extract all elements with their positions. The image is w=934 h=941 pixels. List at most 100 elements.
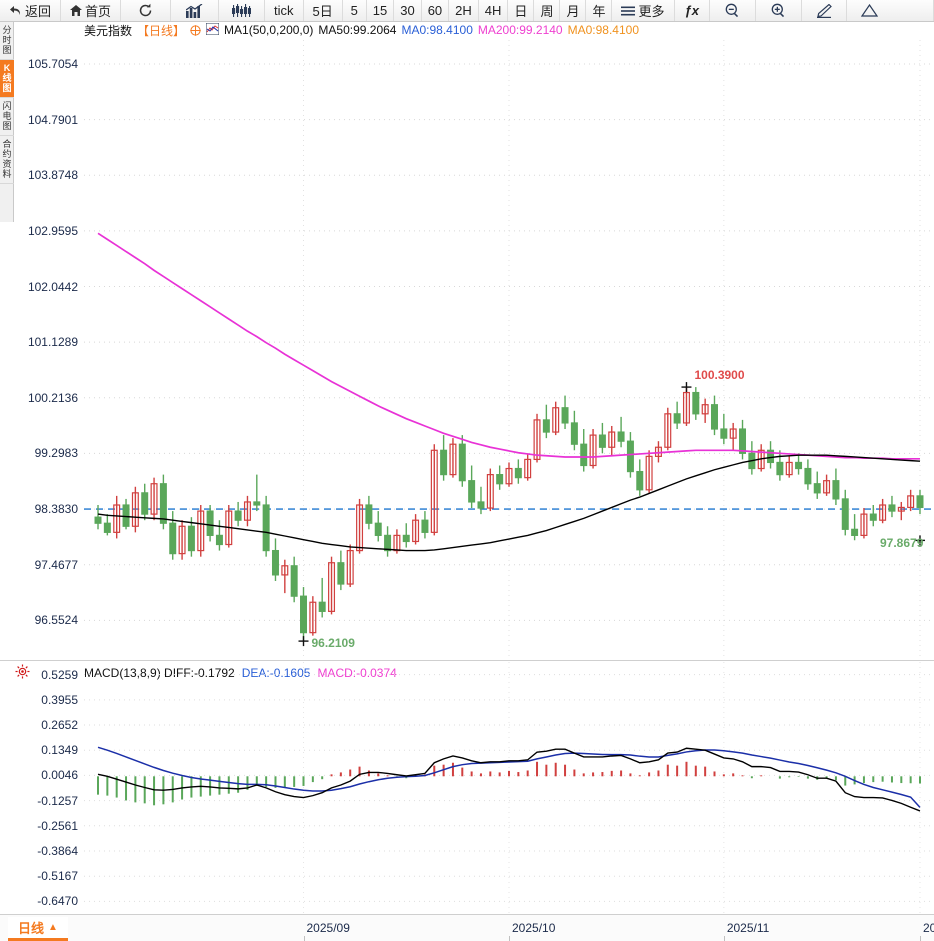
period-year[interactable]: 年: [586, 0, 613, 21]
back-arrow-icon: [9, 5, 22, 16]
period-week-label: 周: [540, 4, 554, 19]
price-candlestick-svg: [84, 40, 934, 660]
date-tick-label: 2025/12: [922, 921, 934, 935]
more-menu-label: 更多: [638, 4, 665, 19]
period-4hour-label: 4H: [484, 3, 502, 18]
macd-chart-pane[interactable]: 0.5259 0.3955 0.2652 0.1349 0.0046 -0.1257 -0.…: [0, 662, 934, 914]
period-day-label: 日: [514, 4, 528, 19]
period-15min-label: 15: [372, 3, 388, 18]
ma200-value: MA200:99.2140: [477, 23, 563, 37]
pencil-icon: [816, 3, 832, 18]
sidebar-item-lightning[interactable]: 闪电图: [0, 98, 14, 136]
date-tick-mark: [919, 936, 921, 941]
macd-y-tick: 0.0046: [41, 768, 78, 783]
home-button-label: 首页: [85, 4, 112, 19]
crosshair-icon[interactable]: [190, 24, 201, 36]
ma-indicator-params: MA1(50,0,200,0): [224, 23, 314, 37]
symbol-name: 美元指数: [84, 23, 133, 38]
price-y-tick: 103.8748: [27, 168, 78, 183]
period-day[interactable]: 日: [508, 0, 535, 21]
pane-divider: [0, 660, 934, 661]
period-15min[interactable]: 15: [366, 0, 395, 21]
macd-y-tick: -0.3864: [37, 844, 78, 858]
candle-type-button[interactable]: [219, 0, 266, 21]
bar-chart-icon: [186, 3, 203, 18]
price-y-tick: 96.5524: [34, 613, 78, 628]
macd-y-axis: 0.5259 0.3955 0.2652 0.1349 0.0046 -0.1257 -0.…: [0, 662, 84, 914]
macd-y-tick: -0.2561: [37, 818, 78, 833]
macd-plot-area[interactable]: [84, 662, 934, 914]
sidebar-item-contract-info[interactable]: 合约资料: [0, 136, 14, 184]
toolbar-spacer: [891, 0, 934, 21]
date-tick-label: 2025/09: [306, 921, 350, 935]
price-chart-pane[interactable]: 105.7054 104.7901 103.8748 102.9595 102.0442…: [0, 40, 934, 660]
top-toolbar: 返回 首页 tick 5日: [0, 0, 934, 22]
tick-button-label: tick: [274, 3, 294, 18]
period-tab-daily[interactable]: 日线 ▲: [8, 917, 68, 941]
draw-button[interactable]: [801, 0, 847, 21]
date-tick-mark: [303, 936, 305, 941]
price-y-tick: 104.7901: [27, 112, 78, 127]
ma-indicator-icon[interactable]: [205, 22, 220, 38]
period-week[interactable]: 周: [534, 0, 561, 21]
triangle-icon: [860, 4, 878, 17]
date-tick-label: 2025/11: [726, 921, 770, 935]
macd-y-tick: -0.5167: [37, 869, 78, 884]
period-30min[interactable]: 30: [394, 0, 422, 21]
period-60min[interactable]: 60: [421, 0, 450, 21]
price-y-tick: 99.2983: [34, 446, 78, 461]
more-menu-button[interactable]: 更多: [612, 0, 675, 21]
refresh-icon: [138, 3, 153, 18]
macd-y-tick: -0.6470: [37, 894, 78, 909]
back-button[interactable]: 返回: [0, 0, 62, 21]
period-5day[interactable]: 5日: [303, 0, 343, 21]
period-2hour[interactable]: 2H: [449, 0, 479, 21]
left-tab-rail: 分时图 K线图 闪电图 合约资料: [0, 22, 14, 222]
macd-header: MACD(13,8,9) DIFF:-0.1792 DEA:-0.1605 MA…: [84, 665, 397, 681]
home-button[interactable]: 首页: [61, 0, 122, 21]
macd-y-tick: 0.3955: [41, 692, 78, 707]
sidebar-item-timeshare[interactable]: 分时图: [0, 22, 14, 60]
zoom-in-icon: [771, 3, 786, 18]
period-month[interactable]: 月: [560, 0, 587, 21]
sidebar-item-kline[interactable]: K线图: [0, 60, 14, 98]
last-price-annotation: 97.8679: [879, 536, 924, 551]
price-y-tick: 98.3830: [34, 502, 78, 517]
price-y-tick: 101.1289: [27, 335, 78, 350]
formula-label: ƒx: [684, 3, 699, 18]
zoom-out-button[interactable]: [709, 0, 756, 21]
tick-button[interactable]: tick: [265, 0, 304, 21]
price-plot-area[interactable]: [84, 40, 934, 660]
price-y-tick: 100.2136: [27, 390, 78, 405]
macd-y-tick: 0.2652: [41, 718, 78, 732]
settings-sun-icon[interactable]: [15, 664, 30, 679]
back-button-label: 返回: [25, 4, 52, 19]
macd-y-tick: 0.5259: [41, 667, 78, 682]
macd-y-tick: 0.1349: [41, 743, 78, 758]
candlestick-icon: [232, 3, 252, 18]
chart-type-button[interactable]: [171, 0, 220, 21]
macd-dea-value: DEA:-0.1605: [241, 666, 311, 680]
formula-button[interactable]: ƒx: [674, 0, 710, 21]
period-4hour[interactable]: 4H: [478, 0, 509, 21]
ma0-value-a: MA0:98.4100: [401, 23, 473, 37]
date-tick-mark: [509, 936, 510, 941]
date-axis: 日线 ▲ 2025/09 2025/10 2025/11 2025/12: [0, 914, 934, 941]
chart-info-bar: 美元指数 【日线】 MA1(50,0,200,0) MA50:99.2064 M…: [84, 22, 639, 38]
price-y-tick: 105.7054: [27, 56, 78, 71]
period-5day-label: 5日: [312, 4, 333, 19]
date-tick-label: 2025/10: [512, 921, 556, 935]
period-tab-label: 日线: [18, 921, 45, 936]
price-y-tick: 102.9595: [27, 223, 78, 238]
zoom-out-icon: [725, 3, 740, 18]
period-30min-label: 30: [400, 3, 415, 18]
caret-up-icon: ▲: [48, 922, 58, 933]
period-5min[interactable]: 5: [342, 0, 367, 21]
shape-button[interactable]: [846, 0, 892, 21]
period-2hour-label: 2H: [455, 3, 472, 18]
hamburger-icon: [621, 6, 636, 16]
refresh-button[interactable]: [121, 0, 172, 21]
low-price-annotation: 96.2109: [311, 636, 355, 651]
macd-indicator-svg: [84, 662, 934, 914]
zoom-in-button[interactable]: [755, 0, 802, 21]
